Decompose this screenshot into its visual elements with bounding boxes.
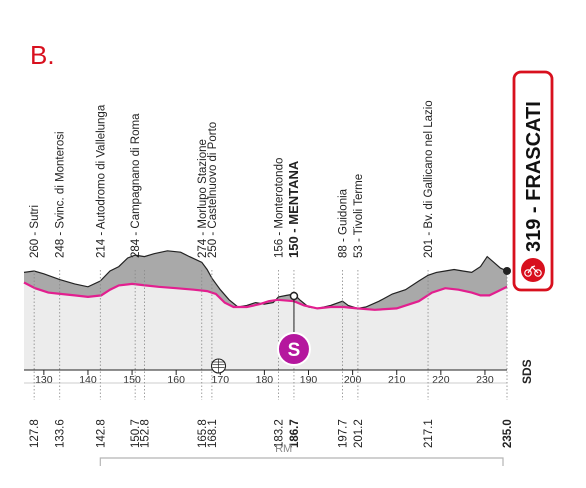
sprint-badge bbox=[276, 332, 311, 366]
x-tick-label-200: 200 bbox=[344, 374, 362, 386]
finish-marker-dot bbox=[503, 266, 511, 275]
waypoint-km-label: 186.7 bbox=[289, 419, 301, 448]
x-tick-label-160: 160 bbox=[167, 374, 185, 386]
finish-bike-icon bbox=[521, 258, 545, 282]
x-tick-label-180: 180 bbox=[256, 374, 274, 386]
x-axis-group: 130 140 150 160 170 180 190 200 210 220 230 bbox=[24, 369, 507, 386]
finish-town: FRASCATI bbox=[523, 101, 545, 201]
waypoint-km-label: 150.7 bbox=[130, 419, 142, 448]
waypoint-name-label: 284 - Campagnano di Roma bbox=[130, 113, 142, 258]
finish-label: 319 - FRASCATI bbox=[523, 101, 545, 252]
sds-label: SDS bbox=[520, 359, 534, 384]
x-tick-label-220: 220 bbox=[432, 374, 450, 386]
waypoint-name-label: 53 - Tivoli Terme bbox=[353, 174, 365, 258]
waypoint-name-label: 248 - Svinc. di Monterosi bbox=[55, 131, 67, 258]
finish-box-group: 319 - FRASCATI bbox=[503, 70, 554, 292]
waypoints-group: 260 - Sutri 248 - Svinc. di Monterosi 214 … bbox=[29, 100, 508, 400]
profile-area-base bbox=[24, 250, 507, 370]
finish-bike-frame bbox=[527, 265, 539, 274]
route-line bbox=[23, 281, 508, 311]
waypoint-alt: 150 - bbox=[286, 225, 301, 258]
waypoint-km-label: 142.8 bbox=[95, 419, 107, 448]
x-tick-label-130: 130 bbox=[35, 374, 53, 386]
finish-box bbox=[512, 70, 554, 292]
waypoint-km-label: 133.6 bbox=[55, 419, 67, 448]
province-label: RM bbox=[275, 443, 292, 455]
waypoint-km-label: 183.2 bbox=[274, 419, 286, 448]
waypoint-km-label: 217.1 bbox=[423, 419, 435, 448]
waypoint-name-label: 156 - Monterotondo bbox=[274, 158, 286, 258]
waypoint-km-label: 168.1 bbox=[207, 419, 219, 448]
x-tick-label-190: 190 bbox=[300, 374, 318, 386]
finish-bike-wheel bbox=[524, 269, 532, 277]
sprint-marker-dot bbox=[289, 291, 299, 301]
waypoint-name-label: 214 - Autodromo di Vallelunga bbox=[95, 104, 107, 258]
waypoint-km-label: 197.7 bbox=[337, 419, 349, 448]
x-tick-label-150: 150 bbox=[123, 374, 141, 386]
waypoint-km-label: 152.8 bbox=[139, 419, 151, 448]
waypoint-km-label: 165.8 bbox=[197, 419, 209, 448]
panel-label: B. bbox=[30, 40, 55, 70]
extras-group: S RM SDS bbox=[99, 291, 534, 466]
waypoint-name-label: 250 - Castelnuovo di Porto bbox=[207, 122, 219, 258]
finish-altitude: 319 - bbox=[523, 201, 545, 252]
finish-bike-wheel bbox=[534, 269, 542, 277]
route-line-group bbox=[23, 281, 508, 311]
x-tick-label-170: 170 bbox=[212, 374, 230, 386]
x-tick-label-210: 210 bbox=[388, 374, 406, 386]
waypoint-name-label: 150 - MENTANA bbox=[286, 160, 301, 258]
waypoint-name-label: 88 - Guidonia bbox=[337, 188, 349, 258]
x-tick-label-140: 140 bbox=[79, 374, 97, 386]
x-tick-label-230: 230 bbox=[476, 374, 494, 386]
profile-area-band bbox=[24, 250, 507, 310]
waypoint-name-label: 260 - Sutri bbox=[29, 205, 41, 258]
waypoint-town: MENTANA bbox=[286, 160, 301, 225]
waypoint-km-label: 235.0 bbox=[502, 419, 514, 448]
waypoint-km-label: 201.2 bbox=[353, 419, 365, 448]
profile-area-group bbox=[23, 250, 508, 370]
waypoint-name-label: 201 - Bv. di Gallicano nel Lazio bbox=[423, 100, 435, 258]
waypoint-km-label: 127.8 bbox=[29, 419, 41, 448]
province-bracket bbox=[99, 457, 504, 466]
waypoint-name-label: 274 - Morlupo Stazione bbox=[197, 139, 209, 258]
sprint-badge-letter: S bbox=[288, 340, 301, 361]
